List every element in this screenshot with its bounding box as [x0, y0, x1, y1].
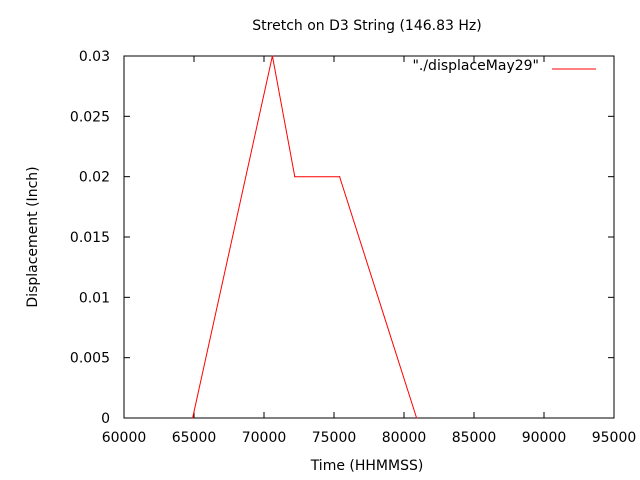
- series-line: [192, 55, 418, 419]
- legend: "./displaceMay29": [412, 58, 596, 74]
- x-tick-label: 85000: [452, 430, 497, 446]
- x-tick-label: 60000: [102, 430, 147, 446]
- x-tick-label: 75000: [312, 430, 357, 446]
- x-tick-label: 65000: [172, 430, 217, 446]
- y-tick-label: 0.015: [70, 230, 110, 246]
- x-tick-label: 90000: [522, 430, 567, 446]
- data-point: [294, 176, 296, 178]
- y-tick-label: 0.02: [79, 170, 110, 186]
- x-tick-label: 80000: [382, 430, 427, 446]
- x-axis-label: Time (HHMMSS): [310, 458, 424, 474]
- y-axis: 0 0.005 0.01 0.015 0.02 0.025 0.03: [70, 49, 614, 427]
- data-point: [339, 176, 341, 178]
- y-tick-label: 0.025: [70, 109, 110, 125]
- y-tick-label: 0.005: [70, 351, 110, 367]
- y-axis-label: Displacement (Inch): [25, 166, 41, 307]
- series-layer: [192, 55, 418, 419]
- data-point: [192, 417, 194, 419]
- legend-label: "./displaceMay29": [412, 58, 539, 74]
- chart-title: Stretch on D3 String (146.83 Hz): [252, 18, 481, 34]
- x-tick-label: 70000: [242, 430, 287, 446]
- x-tick-label: 95000: [592, 430, 637, 446]
- y-tick-label: 0.03: [79, 49, 110, 65]
- data-point: [271, 55, 273, 57]
- y-tick-label: 0: [101, 411, 110, 427]
- data-point: [416, 417, 418, 419]
- plot-frame: [123, 55, 615, 419]
- x-axis: 60000 65000 70000 75000 80000 85000 90000 95000: [102, 56, 637, 446]
- plot-area: [123, 55, 615, 419]
- y-tick-label: 0.01: [79, 290, 110, 306]
